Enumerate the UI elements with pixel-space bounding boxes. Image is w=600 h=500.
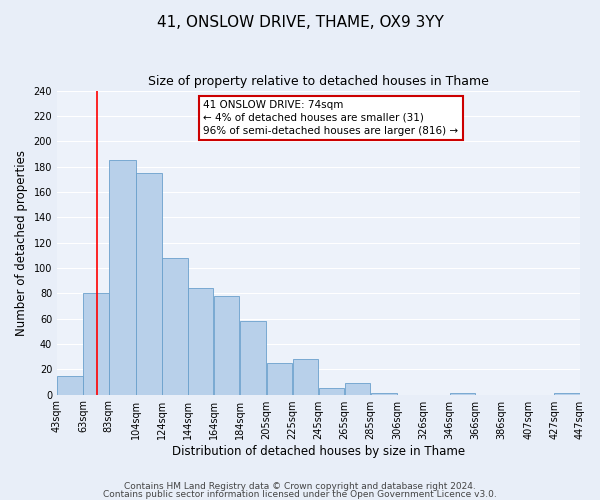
Bar <box>214 296 239 394</box>
Bar <box>83 293 109 394</box>
Text: 41, ONSLOW DRIVE, THAME, OX9 3YY: 41, ONSLOW DRIVE, THAME, OX9 3YY <box>157 15 443 30</box>
Bar <box>267 363 292 394</box>
Bar <box>293 359 318 394</box>
Y-axis label: Number of detached properties: Number of detached properties <box>15 150 28 336</box>
Bar <box>240 321 266 394</box>
X-axis label: Distribution of detached houses by size in Thame: Distribution of detached houses by size … <box>172 444 465 458</box>
Bar <box>319 388 344 394</box>
Text: Contains public sector information licensed under the Open Government Licence v3: Contains public sector information licen… <box>103 490 497 499</box>
Text: 41 ONSLOW DRIVE: 74sqm
← 4% of detached houses are smaller (31)
96% of semi-deta: 41 ONSLOW DRIVE: 74sqm ← 4% of detached … <box>203 100 458 136</box>
Title: Size of property relative to detached houses in Thame: Size of property relative to detached ho… <box>148 75 489 88</box>
Bar <box>58 376 83 394</box>
Bar <box>162 258 188 394</box>
Text: Contains HM Land Registry data © Crown copyright and database right 2024.: Contains HM Land Registry data © Crown c… <box>124 482 476 491</box>
Bar <box>188 288 214 395</box>
Bar <box>136 173 161 394</box>
Bar <box>109 160 136 394</box>
Bar <box>344 383 370 394</box>
